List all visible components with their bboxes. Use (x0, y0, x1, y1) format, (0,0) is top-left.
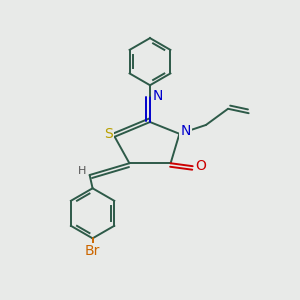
Text: O: O (196, 159, 206, 173)
Text: Br: Br (85, 244, 100, 258)
Text: N: N (152, 88, 163, 103)
Text: S: S (104, 127, 112, 141)
Text: H: H (78, 166, 86, 176)
Text: N: N (181, 124, 191, 138)
